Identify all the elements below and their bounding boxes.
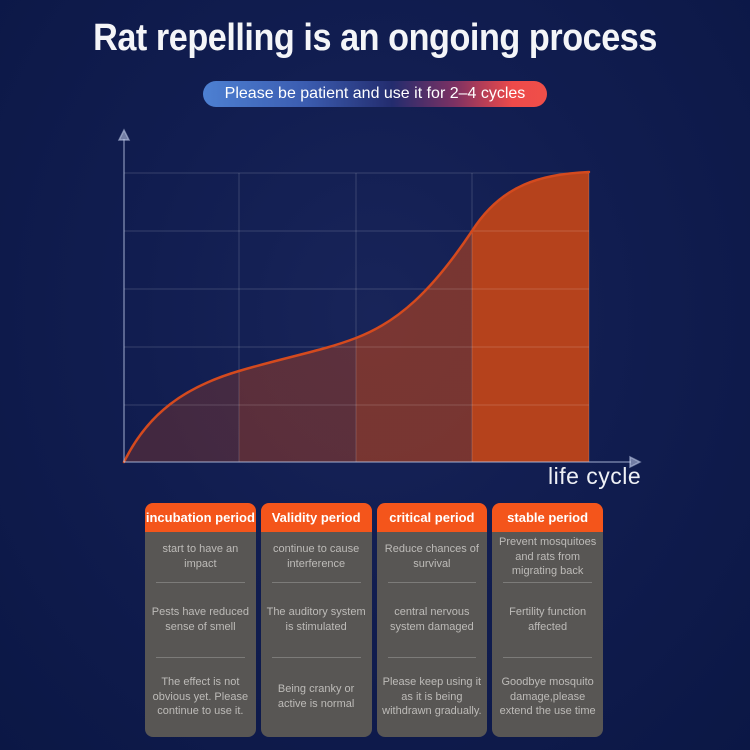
period-cell: Goodbye mosquito damage,please extend th… xyxy=(499,676,596,718)
cell-divider xyxy=(156,657,245,658)
period-table: incubation period start to have an impac… xyxy=(145,503,603,737)
patience-badge: Please be patient and use it for 2–4 cyc… xyxy=(202,81,548,107)
period-header: critical period xyxy=(376,503,488,532)
right-arrow-icon xyxy=(629,455,642,469)
period-cell: Being cranky or active is normal xyxy=(277,683,355,710)
period-column-incubation: incubation period start to have an impac… xyxy=(145,503,256,737)
cell-divider xyxy=(156,582,245,583)
cell-divider xyxy=(271,657,361,658)
period-cell: start to have an impact xyxy=(162,543,239,570)
axes xyxy=(117,128,642,469)
period-cell: central nervous system damaged xyxy=(389,606,474,633)
period-cell: The effect is not obvious yet. Please co… xyxy=(152,676,249,718)
chart-canvas xyxy=(117,128,642,469)
period-column-body: start to have an impact Pests have reduc… xyxy=(145,532,256,737)
period-column-critical: critical period Reduce chances of surviv… xyxy=(376,503,488,737)
period-header: incubation period xyxy=(145,503,256,532)
up-arrow-icon xyxy=(117,128,131,141)
cell-divider xyxy=(271,582,361,583)
area-fill xyxy=(124,172,589,462)
period-column-body: continue to cause interference The audit… xyxy=(260,532,372,737)
period-column-validity: Validity period continue to cause interf… xyxy=(260,503,372,737)
cell-divider xyxy=(387,582,477,583)
grid-lines xyxy=(124,172,590,462)
period-cell: continue to cause interference xyxy=(273,543,360,570)
cell-divider xyxy=(387,657,477,658)
growth-curve xyxy=(122,170,591,464)
period-cell: The auditory system is stimulated xyxy=(266,606,366,633)
period-cell: Please keep using it as it is being with… xyxy=(382,676,482,718)
period-cell: Fertility function affected xyxy=(509,606,587,633)
life-cycle-chart xyxy=(0,125,750,495)
period-header: stable period xyxy=(492,503,603,532)
period-cell: Pests have reduced sense of smell xyxy=(151,606,249,633)
period-header: Validity period xyxy=(260,503,372,532)
cell-divider xyxy=(503,657,592,658)
period-cell: Reduce chances of survival xyxy=(384,543,479,570)
badge-row: Please be patient and use it for 2–4 cyc… xyxy=(0,81,750,107)
x-axis-label: life cycle xyxy=(548,463,642,489)
page-title: Rat repelling is an ongoing process xyxy=(93,17,657,59)
period-column-body: Prevent mosquitoes and rats from migrati… xyxy=(492,532,603,737)
period-column-body: Reduce chances of survival central nervo… xyxy=(376,532,488,737)
cell-divider xyxy=(503,582,592,583)
period-cell: Prevent mosquitoes and rats from migrati… xyxy=(499,536,597,578)
period-column-stable: stable period Prevent mosquitoes and rat… xyxy=(492,503,603,737)
